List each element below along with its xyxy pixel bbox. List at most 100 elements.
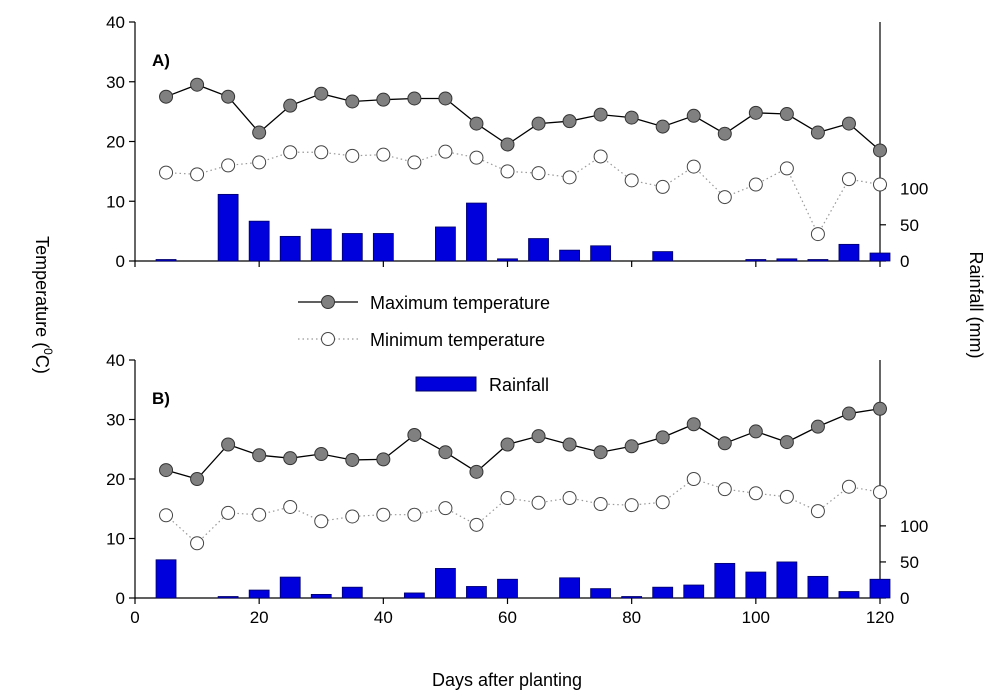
legend-max-label: Maximum temperature [370, 293, 550, 313]
panel-b-xtick-label: 80 [622, 608, 641, 627]
panel-b-max-temp-point [748, 424, 763, 439]
legend-min-label: Minimum temperature [370, 330, 545, 350]
panel-a-max-temp-point [562, 114, 577, 129]
panel-a-max-temp-point [407, 91, 422, 106]
panel-a-max-temp-line [165, 84, 881, 151]
panel-b-rain-bar [714, 562, 736, 599]
panel-b-min-temp-point [252, 507, 267, 522]
panel-a-rain-bar [341, 233, 363, 262]
panel-a-rain-bar [217, 193, 239, 262]
panel-a-max-temp-point [779, 107, 794, 122]
panel-b-min-temp-point [314, 514, 329, 529]
panel-b-max-temp-line [165, 408, 881, 480]
panel-a-rain-bar [776, 258, 798, 262]
panel-b-max-temp-point [500, 437, 515, 452]
legend-rain-label: Rainfall [489, 375, 549, 395]
panel-a-min-temp-point [624, 173, 639, 188]
panel-b-rain-bar [435, 568, 456, 599]
panel-b-max-temp-point [159, 463, 174, 478]
panel-b: 0 10 20 30 40 0 50 100 0 20 40 60 80 100 120 B) [106, 351, 928, 627]
panel-b-min-temp-point [283, 499, 298, 514]
panel-a-min-temp-point [841, 172, 856, 187]
panel-a-max-temp-point [748, 105, 763, 120]
panel-b-rain-bar [559, 577, 580, 599]
panel-b-ytick-left-label: 20 [106, 470, 125, 489]
panel-a-max-temp-point [438, 91, 453, 106]
panel-b-max-temp-point [438, 445, 453, 460]
chart-panels: 0 10 20 30 40 0 50 100 A) 0 10 20 30 40 0 50 100 0 20 40 60 8… [106, 13, 928, 627]
panel-a-rain-bar [838, 243, 860, 262]
panel-a-min-temp-point [345, 148, 360, 163]
panel-b-ytick-left-label: 0 [116, 589, 125, 608]
panel-b-min-temp-point [779, 489, 794, 504]
panel-a-rain-bar [248, 220, 270, 262]
panel-a-max-temp-point [686, 108, 701, 123]
panel-b-xtick-label: 40 [374, 608, 393, 627]
panel-b-min-temp-point [407, 507, 422, 522]
panel-b-rain-bar [683, 584, 705, 599]
panel-a-max-temp-point [469, 116, 484, 131]
panel-a-min-temp-point [159, 165, 174, 180]
panel-b-min-temp-point [624, 498, 639, 513]
panel-b-ytick-left-label: 30 [106, 411, 125, 430]
panel-a-max-temp-point [252, 125, 267, 140]
panel-a-ytick-left-label: 30 [106, 73, 125, 92]
panel-a-min-temp-point [407, 155, 422, 170]
panel-a-max-temp-point [717, 126, 732, 141]
panel-a-rain-bar [279, 235, 301, 262]
panel-b-min-temp-point [438, 501, 453, 516]
panel-a-min-temp-point [438, 144, 453, 159]
panel-a-max-temp-point [314, 86, 329, 101]
x-axis-label: Days after planting [432, 670, 582, 690]
panel-a-max-temp-point [376, 92, 391, 107]
panel-a-min-temp-point [376, 147, 391, 162]
panel-b-min-temp-point [593, 496, 608, 511]
panel-b-rain-bar [838, 591, 860, 599]
panel-a-ytick-right-label: 50 [900, 216, 919, 235]
panel-b-min-temp-point [376, 507, 391, 522]
panel-b-rain-bar [248, 589, 270, 599]
panel-b-ytick-left-label: 40 [106, 351, 125, 370]
panel-b-max-temp-point [190, 472, 205, 486]
legend-min-marker [321, 332, 335, 346]
legend-max-marker [321, 295, 335, 309]
panel-b-rain-bar [155, 559, 177, 599]
y-axis-label-tail: C) [32, 355, 52, 374]
panel-a-rain-bar [435, 226, 456, 262]
panel-a-max-temp-point [593, 107, 608, 122]
panel-b-max-temp-point [376, 452, 391, 467]
panel-a-max-temp-point [873, 143, 887, 158]
panel-a-min-temp-point [562, 170, 577, 185]
panel-b-xtick-label: 120 [866, 608, 894, 627]
panel-a-rain-bar [559, 249, 580, 262]
panel-a-min-temp-point [686, 159, 701, 174]
legend-rain-swatch [415, 376, 477, 392]
panel-b-rain-bar [807, 575, 829, 599]
panel-b-max-temp-point [252, 448, 267, 463]
panel-a-max-temp-point [841, 116, 856, 131]
panel-b-max-temp-point [562, 437, 577, 452]
panel-a-max-temp-point [810, 125, 825, 140]
panel-b-rain-bar [652, 586, 674, 599]
panel-a-max-temp-point [283, 98, 298, 113]
panel-a-rain-bar [372, 233, 394, 262]
panel-b-rain-bar [217, 596, 239, 599]
panel-b-label: B) [152, 389, 170, 408]
panel-b-min-temp-point [159, 508, 174, 523]
panel-a-min-temp-point [873, 177, 887, 192]
panel-b-max-temp-point [686, 417, 701, 432]
panel-b-ytick-right-label: 50 [900, 553, 919, 572]
panel-a-rain-bar [590, 245, 612, 262]
panel-a-min-temp-line [166, 151, 881, 236]
panel-a-max-temp-point [624, 110, 639, 125]
panel-b-rain-bar [279, 576, 301, 599]
panel-b-min-temp-point [841, 479, 856, 494]
panel-b-max-temp-point [717, 436, 732, 451]
panel-b-rain-bar [869, 578, 891, 599]
panel-a-max-temp-point [345, 94, 360, 109]
panel-b-max-temp-point [873, 401, 887, 416]
panel-a-min-temp-point [717, 190, 732, 205]
panel-b-min-temp-point [873, 485, 887, 500]
panel-a-label: A) [152, 51, 170, 70]
